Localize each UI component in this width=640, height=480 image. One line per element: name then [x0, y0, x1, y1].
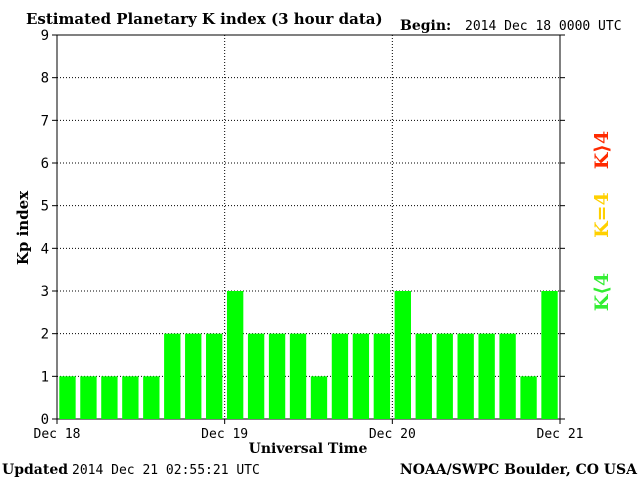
x-axis-label: Universal Time	[249, 441, 368, 457]
kp-bar	[80, 376, 97, 419]
kp-bar	[478, 333, 495, 419]
kp-bar	[331, 333, 349, 419]
y-tick-label: 6	[41, 156, 49, 172]
kp-bar	[226, 291, 244, 419]
begin-label: Begin:	[400, 18, 451, 34]
bar-series	[59, 291, 558, 419]
x-axis-ticks: Dec 18 Dec 19 Dec 20 Dec 21	[34, 419, 584, 442]
grid-lines	[57, 35, 560, 419]
y-tick-label: 0	[41, 412, 49, 428]
kp-bar	[541, 291, 558, 419]
kp-bar	[122, 376, 139, 419]
updated-label: Updated	[2, 462, 68, 478]
kp-bar	[59, 376, 76, 419]
y-tick-label: 7	[41, 113, 49, 129]
kp-bar	[394, 291, 411, 419]
y-tick-label: 4	[41, 241, 49, 257]
kp-bar	[164, 333, 181, 419]
kp-bar	[373, 333, 391, 419]
kp-bar	[415, 333, 432, 419]
kp-bar	[206, 333, 223, 419]
kp-bar	[520, 376, 537, 419]
kp-bar	[310, 376, 328, 419]
kp-bar	[352, 333, 370, 419]
y-tick-label: 2	[41, 327, 49, 343]
legend-k-greater-4: K⟩4	[591, 131, 613, 169]
plot-area	[56, 34, 561, 420]
legend-k-less-4: K⟨4	[591, 273, 613, 311]
x-tick-label: Dec 19	[201, 427, 248, 442]
y-tick-label: 9	[41, 28, 49, 44]
begin-value: 2014 Dec 18 0000 UTC	[465, 19, 622, 34]
y-axis-ticks: 0 1 2 3 4 5 6 7 8 9	[41, 28, 565, 428]
y-axis-label: Kp index	[14, 190, 32, 265]
kp-bar	[499, 333, 516, 419]
kp-bar	[247, 333, 265, 419]
kp-bar	[457, 333, 474, 419]
x-tick-label: Dec 21	[537, 427, 584, 442]
y-tick-label: 8	[41, 71, 49, 87]
kp-bar	[268, 333, 286, 419]
x-tick-label: Dec 18	[34, 427, 81, 442]
credit-text: NOAA/SWPC Boulder, CO USA	[400, 462, 638, 478]
kp-bar	[143, 376, 160, 419]
legend-k-equal-4: K=4	[591, 192, 613, 238]
y-tick-label: 5	[41, 199, 49, 215]
y-tick-label: 1	[41, 369, 49, 385]
updated-value: 2014 Dec 21 02:55:21 UTC	[72, 463, 260, 478]
chart-title: Estimated Planetary K index (3 hour data…	[26, 10, 383, 28]
kp-bar	[185, 333, 202, 419]
x-tick-label: Dec 20	[369, 427, 416, 442]
y-tick-label: 3	[41, 284, 49, 300]
kp-bar	[436, 333, 453, 419]
kp-bar	[101, 376, 118, 419]
kp-bar	[289, 333, 307, 419]
